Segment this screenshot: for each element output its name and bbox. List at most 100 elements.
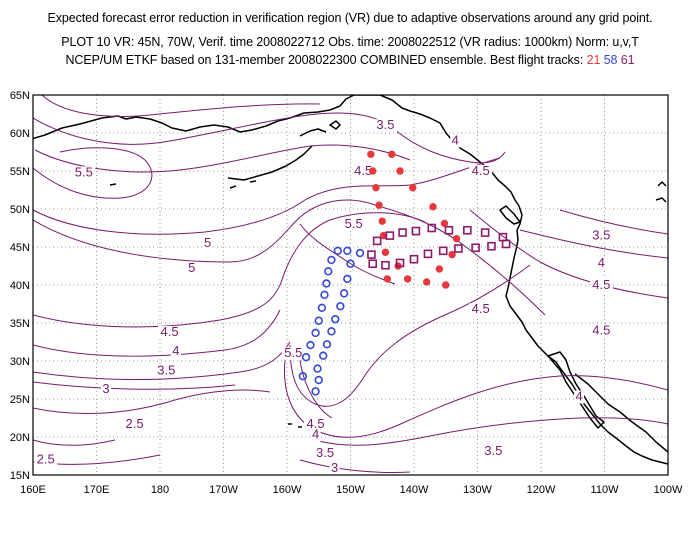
contour-label: 4.5	[354, 163, 372, 178]
contour-label-background	[589, 324, 613, 338]
track-58-point	[298, 372, 308, 381]
contour-label-background	[304, 417, 328, 431]
contour-label-background	[373, 119, 397, 133]
contour-label-background	[313, 446, 337, 460]
contour-line	[469, 209, 668, 299]
baja-california	[547, 351, 605, 429]
track-61-point	[501, 239, 511, 249]
track-58-point	[306, 340, 315, 350]
contour-label-background	[101, 382, 112, 396]
track-61-point	[480, 228, 490, 237]
track-58-point	[333, 246, 342, 256]
track-58-point	[331, 315, 340, 324]
contour-label: 4.5	[307, 416, 325, 431]
contour-line	[33, 309, 281, 357]
track-58-point	[311, 328, 320, 338]
track-58-point	[320, 290, 329, 300]
lon-tick-label: 120W	[527, 484, 556, 496]
contour-label-background	[186, 262, 197, 276]
lat-lon-grid: 160E 170E 180 170W 160W 150W 140W 130W 120W 110W 1…	[10, 90, 683, 496]
track-21-point	[372, 184, 380, 192]
contour-label: 5.5	[284, 345, 302, 360]
lon-tick-label: 130W	[463, 484, 492, 496]
contour-label-background	[450, 134, 461, 148]
track-61-point	[427, 223, 437, 233]
lat-tick-label: 40N	[10, 280, 30, 292]
track-58-point	[313, 364, 322, 373]
lon-tick-label: 160W	[273, 484, 302, 496]
contour-label: 3	[102, 381, 109, 396]
contour-line	[33, 381, 236, 390]
plot-title-line-1: Expected forecast error reduction in ver…	[47, 11, 653, 25]
track-58-legend: 58	[603, 53, 618, 67]
contour-line	[33, 212, 426, 328]
contour-label: 4	[312, 427, 319, 442]
track-61-point	[398, 228, 407, 237]
contour-label: 3.5	[484, 443, 502, 458]
contour-label: 3.5	[376, 117, 394, 132]
lon-tick-label: 100W	[654, 484, 683, 496]
track-58-point	[318, 351, 328, 360]
track-21-point	[429, 203, 437, 211]
track-61-point	[454, 244, 463, 253]
lon-tick-label: 150W	[336, 484, 365, 496]
track-21-point	[375, 201, 383, 209]
track-58-point	[324, 267, 333, 276]
contour-line	[33, 112, 506, 164]
track-58-point	[343, 246, 352, 256]
track-61-legend: 61	[620, 53, 635, 67]
contour-line	[283, 359, 668, 438]
contour-label: 2.5	[126, 416, 144, 431]
contour-label: 2.5	[37, 452, 55, 467]
contour-label: 5.5	[75, 164, 93, 179]
contour-label: 4	[598, 255, 605, 270]
contour-label: 3.5	[316, 445, 334, 460]
contour-label: 4.5	[592, 322, 610, 337]
track-21-point	[396, 167, 404, 175]
contour-label: 5.5	[345, 216, 363, 231]
contour-label-background	[596, 256, 607, 270]
lat-tick-label: 65N	[10, 90, 30, 102]
track-58-point	[327, 255, 336, 265]
contour-lines	[33, 95, 668, 473]
alaska-coastline	[33, 95, 523, 231]
track-58-point	[355, 248, 365, 258]
flight-tracks	[298, 150, 511, 396]
lon-tick-label: 170W	[209, 484, 238, 496]
contour-label: 3	[331, 460, 338, 475]
plot-title-line-3: NCEP/UM ETKF based on 131-member 2008022…	[0, 52, 700, 68]
track-21-point	[388, 150, 396, 158]
track-61-point	[438, 246, 448, 256]
far-west-islands	[109, 180, 257, 189]
contour-line	[41, 95, 321, 117]
contour-label: 5	[188, 260, 195, 275]
lat-tick-label: 25N	[10, 394, 30, 406]
contour-label-background	[329, 461, 340, 475]
contour-label-background	[310, 428, 321, 442]
track-21-point	[378, 217, 386, 225]
track-61-point	[444, 225, 454, 235]
track-58-point	[314, 316, 323, 325]
contour-label-background	[123, 417, 147, 431]
vancouver-island	[499, 205, 521, 225]
contour-label-background	[154, 364, 178, 378]
contour-label-background	[72, 166, 96, 180]
track-21-point	[440, 219, 449, 228]
track-61-point	[368, 259, 378, 269]
track-58-point	[343, 274, 352, 284]
track-61-point	[409, 254, 419, 264]
track-61-point	[385, 231, 395, 240]
track-21-point	[403, 275, 412, 283]
contour-line	[299, 359, 333, 419]
track-61-point	[381, 260, 390, 270]
track-21-point	[381, 248, 390, 257]
contour-line	[559, 209, 668, 235]
track-58-point	[322, 279, 331, 288]
track-61-point	[471, 243, 480, 253]
lat-tick-label: 50N	[10, 204, 30, 216]
contour-line	[33, 147, 153, 199]
track-58-point	[311, 387, 320, 396]
contour-label-background	[481, 445, 505, 459]
lat-tick-label: 60N	[10, 128, 30, 140]
